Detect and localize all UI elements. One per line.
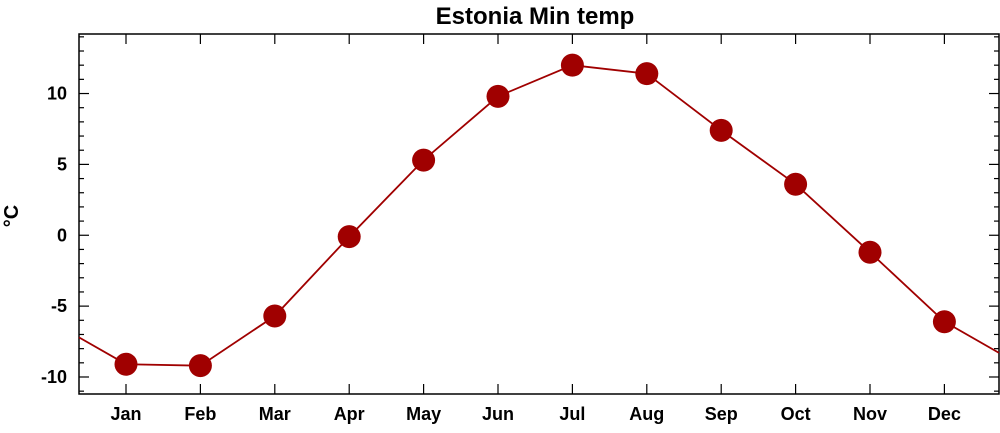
data-point-jun — [486, 84, 510, 108]
x-tick-label: Apr — [334, 404, 365, 424]
plot-frame — [78, 33, 1000, 395]
series-layer — [78, 53, 1000, 378]
x-tick-label: Dec — [928, 404, 961, 424]
y-tick-label: -5 — [51, 296, 67, 316]
x-tick-label: Jul — [559, 404, 585, 424]
x-tick-label: Mar — [259, 404, 291, 424]
data-point-dec — [932, 310, 956, 334]
data-point-apr — [337, 225, 361, 249]
x-tick-label: Aug — [629, 404, 664, 424]
data-point-may — [412, 148, 436, 172]
data-point-jan — [114, 352, 138, 376]
x-tick-label: Feb — [184, 404, 216, 424]
data-point-sep — [709, 118, 733, 142]
x-tick-label: Sep — [705, 404, 738, 424]
x-tick-label: May — [406, 404, 441, 424]
y-axis-label: °C — [1, 205, 23, 227]
y-tick-label: 10 — [47, 84, 67, 104]
data-point-mar — [263, 304, 287, 328]
data-point-nov — [858, 240, 882, 264]
data-point-jul — [560, 53, 584, 77]
data-point-feb — [188, 354, 212, 378]
y-tick-label: -10 — [41, 367, 67, 387]
data-point-oct — [784, 172, 808, 196]
x-tick-label: Nov — [853, 404, 887, 424]
x-tick-label: Oct — [781, 404, 811, 424]
series-line — [78, 64, 1000, 367]
data-point-aug — [635, 62, 659, 86]
x-axis: Jan Feb Mar Apr May Jun Jul Aug Sep Oct Nov Dec — [110, 34, 961, 424]
x-tick-label: Jun — [482, 404, 514, 424]
y-tick-label: 5 — [57, 154, 67, 174]
chart-title: Estonia Min temp — [436, 3, 635, 30]
y-axis: -10 -5 0 5 10 — [41, 36, 999, 392]
x-tick-label: Jan — [110, 404, 141, 424]
y-tick-label: 0 — [57, 225, 67, 245]
